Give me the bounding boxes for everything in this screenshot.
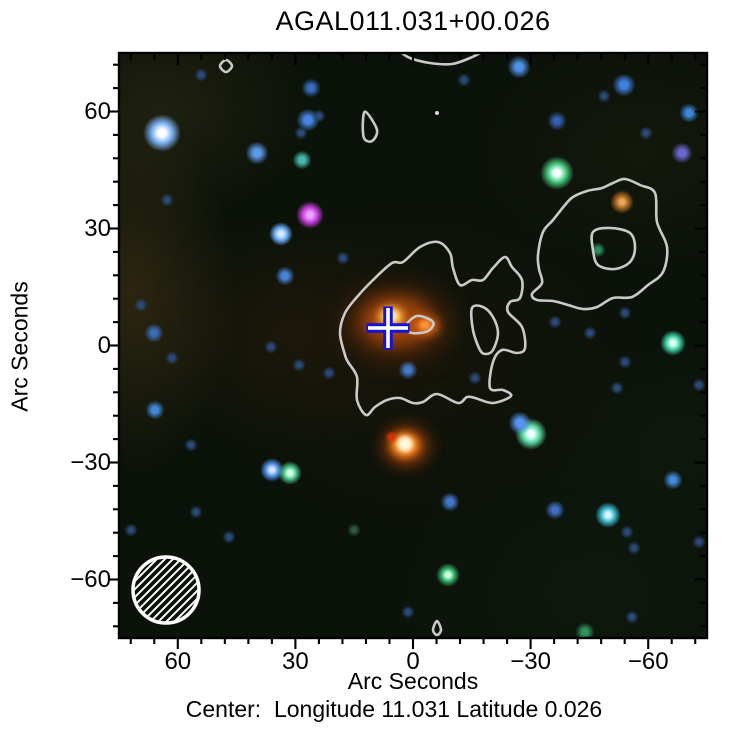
contour-top-diamond [218, 58, 234, 74]
x-tick-label: −30 [510, 648, 551, 675]
y-tick-label: 0 [97, 331, 111, 359]
contour-small-wedge [361, 110, 379, 143]
x-tick-label: 0 [406, 648, 420, 675]
y-tick-label: −60 [70, 565, 111, 593]
source-cross-marker [366, 306, 410, 350]
beam-circle [131, 555, 201, 625]
contour-top-edge-arc [399, 53, 483, 66]
contour-bottom-teardrop [431, 619, 443, 637]
figure-title: AGAL011.031+00.026 [275, 6, 551, 36]
contour-right-main [530, 177, 669, 311]
y-tick-label: −30 [70, 448, 111, 476]
sky-image-panel [119, 53, 707, 638]
center-caption: Center: Longitude 11.031 Latitude 0.026 [185, 696, 603, 722]
contour-inner-pear [469, 304, 500, 356]
x-axis-label: Arc Seconds [347, 668, 479, 694]
x-tick-label: 30 [282, 648, 309, 675]
y-tick-label: 30 [84, 214, 111, 242]
x-tick-label: −60 [627, 648, 669, 675]
x-tick-label: 60 [164, 648, 192, 675]
contour-dot [435, 111, 439, 115]
overlay-graphics [131, 53, 669, 637]
contour-right-inner [590, 226, 637, 271]
y-tick-label: 60 [84, 97, 111, 125]
